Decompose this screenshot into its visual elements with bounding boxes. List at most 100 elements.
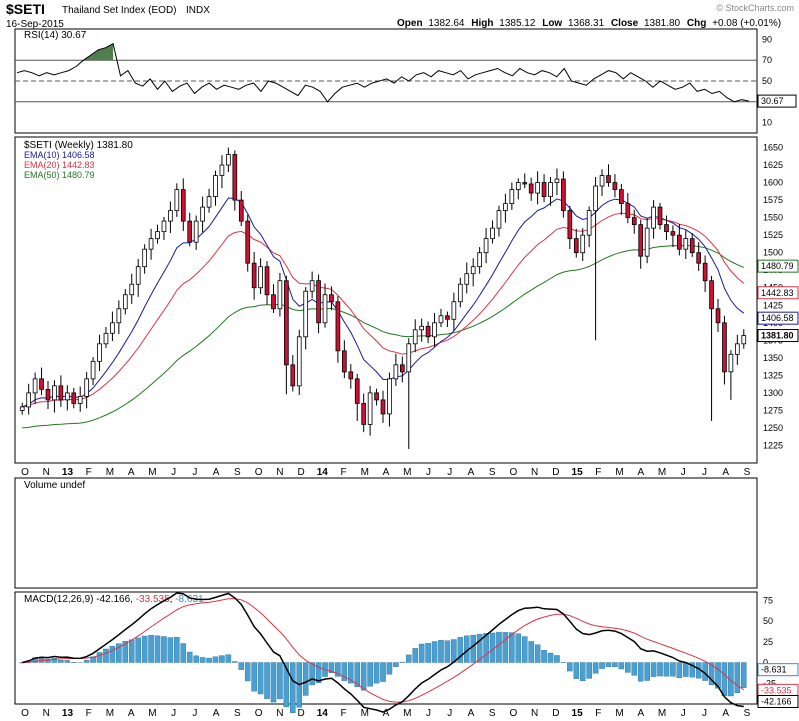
x-axis-label: F xyxy=(595,467,601,478)
macd-histogram-bar xyxy=(470,634,476,663)
x-axis-label: M xyxy=(615,467,623,478)
ema50-legend: EMA(50) 1480.79 xyxy=(24,170,95,180)
ema20-last-box xyxy=(757,286,799,300)
x-axis-label: N xyxy=(531,708,538,719)
candle-body xyxy=(425,325,431,338)
macd-histogram-bar xyxy=(625,662,631,673)
macd-histogram-bar xyxy=(51,658,58,663)
candle-body xyxy=(419,325,424,331)
macd-histogram-bar xyxy=(715,662,721,689)
x-axis-label: M xyxy=(361,467,369,478)
x-axis-label: S xyxy=(489,467,496,478)
ema20-last-value: 1442.83 xyxy=(761,288,794,298)
macd-histogram-bar xyxy=(251,662,257,692)
x-axis-label: F xyxy=(86,467,92,478)
candle-body xyxy=(180,189,186,222)
ema50-line xyxy=(22,244,744,429)
price-tick-label: 1325 xyxy=(763,370,783,380)
candle-body xyxy=(193,220,199,243)
x-axis-label: A xyxy=(722,708,729,719)
rsi-tick-label: 70 xyxy=(762,55,772,65)
candle-body xyxy=(32,378,38,394)
price-title: $SETI (Weekly) 1381.80 xyxy=(24,140,133,151)
candle-body xyxy=(251,262,257,289)
chg-label: Chg xyxy=(687,18,706,29)
candle-body xyxy=(58,385,64,401)
candle-body xyxy=(329,294,334,303)
open-value: 1382.64 xyxy=(428,18,465,29)
x-axis-label: A xyxy=(468,708,475,719)
macd-histogram-bar xyxy=(573,662,580,679)
candle-body xyxy=(741,335,747,345)
candle-body xyxy=(696,252,702,264)
macd-histogram-bar xyxy=(212,656,219,663)
candle-body xyxy=(168,210,173,222)
candle-body xyxy=(709,280,714,310)
x-axis-label: 13 xyxy=(62,467,74,478)
candle-body xyxy=(258,266,263,289)
x-axis-label: M xyxy=(148,467,156,478)
x-axis-label: S xyxy=(744,708,751,719)
macd-histogram-bar xyxy=(64,660,71,663)
macd-histogram-bar xyxy=(270,662,277,703)
candle-body xyxy=(116,308,122,324)
candle-body xyxy=(206,196,212,208)
candle-body xyxy=(271,294,276,310)
x-axis-label: D xyxy=(552,708,559,719)
price-tick-label: 1575 xyxy=(763,195,783,205)
candle-body xyxy=(445,315,450,320)
x-axis-label: 15 xyxy=(572,708,584,719)
macd-histogram-bar xyxy=(238,662,245,670)
macd-histogram-bar xyxy=(380,662,386,682)
x-axis-label: A xyxy=(383,467,390,478)
x-axis-label: M xyxy=(361,708,369,719)
candle-body xyxy=(515,182,521,190)
macd-histogram-bar xyxy=(354,662,361,687)
candle-body xyxy=(580,234,586,254)
candle-body xyxy=(135,266,141,285)
macd-histogram-bar xyxy=(663,662,670,677)
volume-panel xyxy=(14,477,758,589)
x-axis-label: A xyxy=(637,708,644,719)
macd-histogram-bar xyxy=(103,648,109,663)
ema10-last-value: 1406.58 xyxy=(761,313,794,323)
macd-histogram-bar xyxy=(199,657,206,663)
candle-body xyxy=(361,403,367,425)
macd-histogram-bar xyxy=(83,660,90,663)
macd-histogram-bar xyxy=(116,643,122,663)
close-last-box xyxy=(757,329,799,343)
macd-histogram-bar xyxy=(676,662,683,678)
macd-histogram-bar xyxy=(412,648,418,663)
candle-body xyxy=(599,175,605,187)
candle-body xyxy=(200,206,205,222)
x-axis-label: S xyxy=(234,467,241,478)
macd-x-axis: O N 13 F M A M J J A S O N D 14 F M A M J J A S O N D 15 F M A M J J A S xyxy=(21,708,751,719)
candle-body xyxy=(715,308,721,324)
candle-body xyxy=(213,175,218,197)
macd-histogram-bar xyxy=(612,662,618,667)
candle-body xyxy=(625,203,631,219)
x-axis-label: M xyxy=(658,467,666,478)
macd-histogram-bar xyxy=(418,643,425,663)
rsi-last-value: 30.67 xyxy=(761,96,784,106)
volume-title: Volume undef xyxy=(24,480,85,491)
macd-histogram-bar xyxy=(683,662,689,677)
macd-histogram-bar xyxy=(128,639,135,663)
macd-histogram-bar xyxy=(186,651,193,663)
candle-body xyxy=(19,406,25,411)
candle-body xyxy=(187,220,193,243)
x-axis-label: A xyxy=(722,467,729,478)
price-x-axis: O N 13 F M A M J J A S O N D 14 F M A M J J A S O N D 15 F M A M J J A S xyxy=(21,467,751,478)
price-tick-label: 1425 xyxy=(763,300,783,310)
candle-body xyxy=(464,273,470,285)
macd-histogram-bar xyxy=(328,662,335,673)
macd-histogram-bar xyxy=(135,637,141,663)
price-panel xyxy=(14,136,758,464)
macd-histogram-bar xyxy=(232,661,238,663)
candle-body xyxy=(406,343,412,373)
macd-histogram-bar xyxy=(521,636,528,663)
x-axis-label: A xyxy=(128,467,135,478)
ema10-last-box xyxy=(757,311,799,325)
x-axis-label: J xyxy=(681,467,686,478)
x-axis-label: M xyxy=(403,708,411,719)
